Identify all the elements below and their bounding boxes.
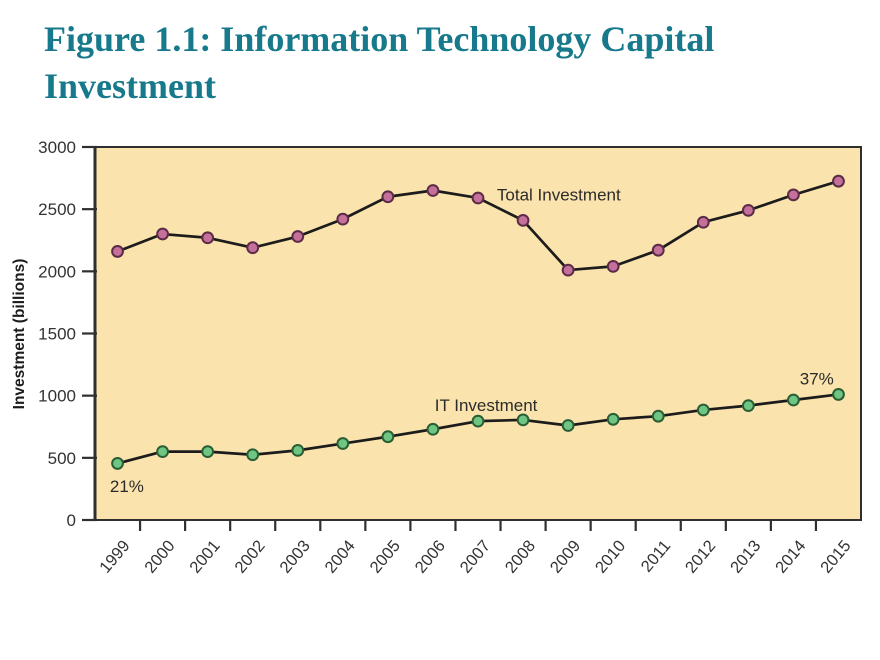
data-point-it	[606, 412, 620, 426]
data-point-it	[561, 419, 575, 432]
data-point-it	[246, 448, 260, 462]
x-tick-label: 2005	[367, 537, 404, 577]
data-point-total	[381, 190, 395, 204]
x-tick-label: 2008	[502, 537, 539, 577]
data-point-total	[246, 241, 260, 255]
y-tick-label: 3000	[38, 138, 76, 157]
figure-title: Figure 1.1: Information Technology Capit…	[44, 16, 714, 110]
data-point-total	[291, 230, 305, 243]
data-point-total	[201, 231, 215, 245]
data-point-total	[561, 263, 575, 277]
annotation-label: Total Investment	[497, 185, 621, 204]
data-point-total	[426, 184, 440, 197]
data-point-it	[741, 399, 755, 413]
y-tick-label: 1500	[38, 325, 76, 344]
x-tick-label: 2014	[772, 537, 809, 577]
annotation-label: 21%	[110, 477, 144, 496]
data-point-it	[336, 437, 350, 450]
x-tick-label: 2013	[727, 537, 764, 577]
data-point-it	[201, 445, 215, 459]
x-tick-label: 2001	[186, 537, 223, 577]
x-tick-label: 2015	[817, 537, 854, 577]
data-point-total	[336, 212, 350, 226]
data-point-total	[516, 213, 530, 227]
annotation-label: IT Investment	[435, 396, 538, 415]
data-point-it	[787, 393, 800, 407]
x-tick-label: 2011	[638, 537, 675, 576]
data-point-total	[156, 227, 169, 241]
annotation-label: 37%	[800, 369, 834, 388]
x-tick-label: 1999	[96, 537, 133, 577]
x-tick-label: 2003	[276, 537, 313, 577]
y-tick-label: 500	[48, 449, 76, 468]
data-point-it	[156, 445, 169, 459]
data-point-it	[696, 403, 710, 417]
y-tick-label: 0	[67, 511, 76, 530]
data-point-it	[426, 422, 440, 436]
y-tick-label: 2000	[38, 262, 76, 281]
x-tick-label: 2012	[682, 537, 719, 577]
y-tick-label: 1000	[38, 387, 76, 406]
data-point-it	[381, 430, 395, 444]
x-tick-label: 2002	[231, 537, 268, 577]
x-tick-label: 2010	[592, 537, 629, 577]
y-tick-label: 2500	[38, 200, 76, 219]
figure-title-line2: Investment	[44, 66, 216, 106]
x-tick-label: 2004	[321, 537, 358, 577]
data-point-it	[516, 413, 530, 427]
data-point-it	[651, 409, 665, 423]
data-point-total	[741, 204, 755, 217]
data-point-total	[832, 174, 845, 188]
data-point-total	[651, 243, 665, 257]
data-point-total	[787, 188, 800, 202]
data-point-total	[111, 245, 124, 258]
data-point-it	[291, 443, 305, 457]
figure-title-line1: Figure 1.1: Information Technology Capit…	[44, 19, 715, 59]
data-point-it	[832, 388, 845, 401]
data-point-it	[471, 414, 485, 428]
plot-area	[94, 146, 862, 521]
data-point-total	[696, 215, 710, 229]
x-tick-label: 2006	[412, 537, 449, 577]
x-tick-label: 2000	[141, 537, 178, 577]
data-point-it	[111, 457, 124, 470]
x-tick-label: 2009	[547, 537, 584, 577]
y-axis-label: Investment (billions)	[11, 259, 28, 410]
data-point-total	[606, 259, 620, 273]
x-tick-label: 2007	[457, 537, 494, 577]
data-point-total	[471, 191, 485, 205]
